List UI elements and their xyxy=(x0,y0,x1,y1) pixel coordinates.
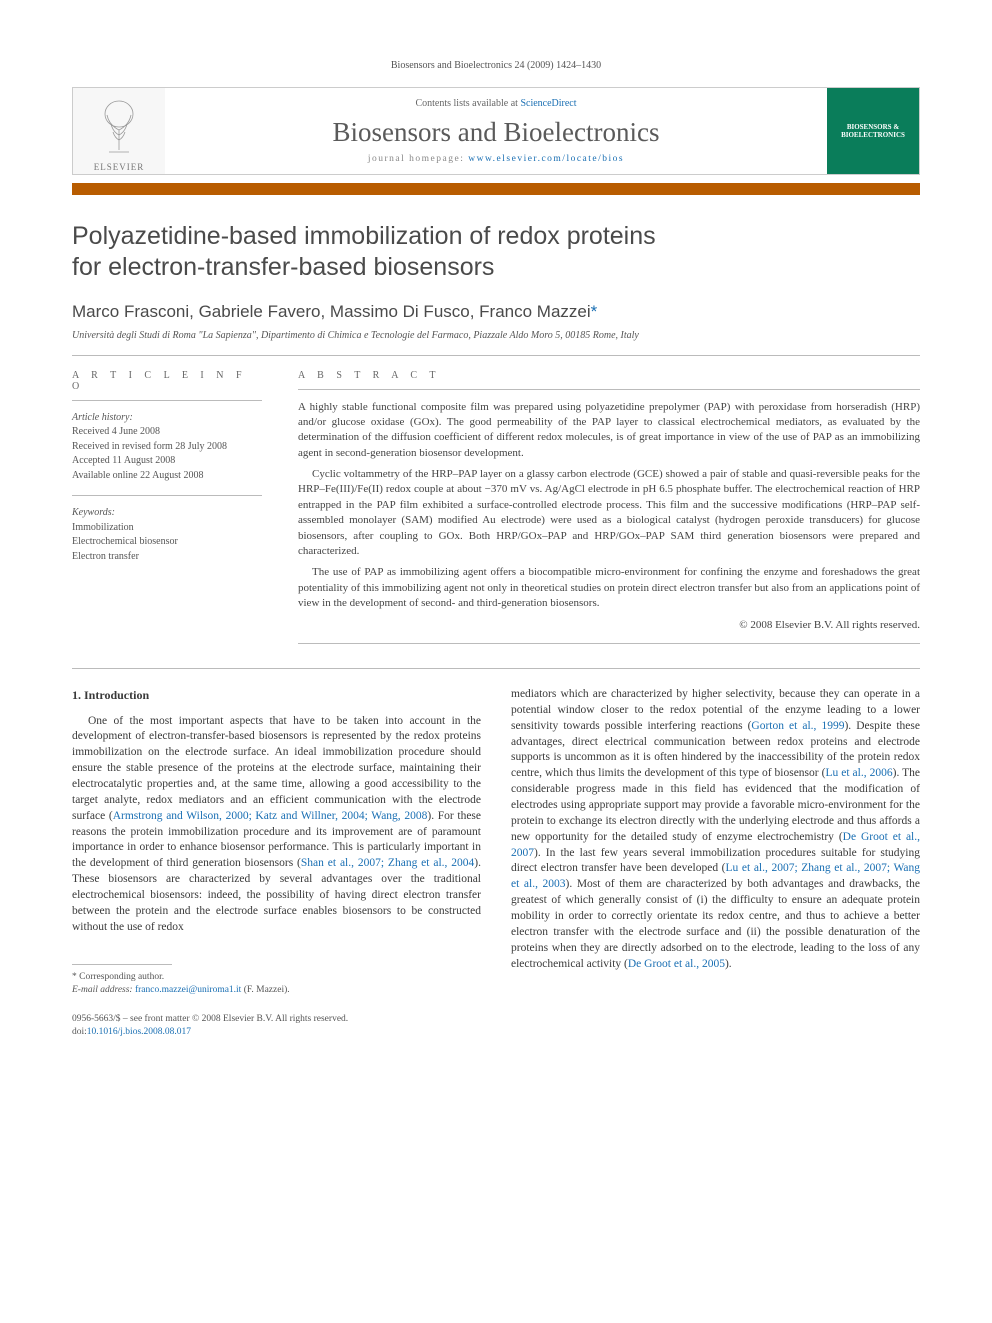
affiliation: Università degli Studi di Roma "La Sapie… xyxy=(72,330,920,341)
journal-masthead: ELSEVIER Contents lists available at Sci… xyxy=(72,87,920,175)
citation-gorton[interactable]: Gorton et al., 1999 xyxy=(751,720,844,732)
intro-right-f: ). xyxy=(725,958,732,970)
journal-homepage-line: journal homepage: www.elsevier.com/locat… xyxy=(185,154,807,164)
doi-prefix: doi: xyxy=(72,1027,87,1037)
article-meta-row: A R T I C L E I N F O Article history: R… xyxy=(72,370,920,654)
keyword-1: Immobilization xyxy=(72,522,134,533)
abstract-bottom-divider xyxy=(298,643,920,644)
journal-cover-thumb: BIOSENSORS & BIOELECTRONICS xyxy=(827,88,919,174)
elsevier-tree-icon xyxy=(89,90,149,162)
publisher-name: ELSEVIER xyxy=(94,162,145,172)
body-top-divider xyxy=(72,668,920,669)
abstract-heading: A B S T R A C T xyxy=(298,370,920,381)
contents-prefix: Contents lists available at xyxy=(415,98,520,109)
author-email-link[interactable]: franco.mazzei@uniroma1.it xyxy=(135,985,241,995)
issn-copyright: 0956-5663/$ – see front matter © 2008 El… xyxy=(72,1013,920,1026)
corresponding-author-note: * Corresponding author. xyxy=(72,971,481,984)
title-line-2: for electron-transfer-based biosensors xyxy=(72,253,494,281)
body-col-left: 1. Introduction One of the most importan… xyxy=(72,687,481,997)
running-header: Biosensors and Bioelectronics 24 (2009) … xyxy=(72,60,920,71)
abstract-p2: Cyclic voltammetry of the HRP–PAP layer … xyxy=(298,467,920,559)
author-names: Marco Frasconi, Gabriele Favero, Massimo… xyxy=(72,302,591,321)
abstract-copyright: © 2008 Elsevier B.V. All rights reserved… xyxy=(298,618,920,633)
abstract-p3: The use of PAP as immobilizing agent off… xyxy=(298,565,920,611)
footnotes: * Corresponding author. E-mail address: … xyxy=(72,971,481,998)
history-revised: Received in revised form 28 July 2008 xyxy=(72,441,227,452)
section-1-heading: 1. Introduction xyxy=(72,687,481,704)
corresponding-star-icon: * xyxy=(591,302,598,321)
doi-line: doi:10.1016/j.bios.2008.08.017 xyxy=(72,1026,920,1039)
keywords-label: Keywords: xyxy=(72,507,115,518)
sciencedirect-link[interactable]: ScienceDirect xyxy=(520,98,576,109)
keywords-divider xyxy=(72,495,262,496)
intro-left-para: One of the most important aspects that h… xyxy=(72,714,481,936)
email-label: E-mail address: xyxy=(72,985,135,995)
article-info-heading: A R T I C L E I N F O xyxy=(72,370,262,392)
history-accepted: Accepted 11 August 2008 xyxy=(72,455,175,466)
keyword-3: Electron transfer xyxy=(72,551,139,562)
doi-link[interactable]: 10.1016/j.bios.2008.08.017 xyxy=(87,1027,191,1037)
email-line: E-mail address: franco.mazzei@uniroma1.i… xyxy=(72,984,481,997)
accent-color-bar xyxy=(72,183,920,195)
intro-right-para: mediators which are characterized by hig… xyxy=(511,687,920,972)
email-tail: (F. Mazzei). xyxy=(241,985,289,995)
intro-text-a: One of the most important aspects that h… xyxy=(72,715,481,822)
keyword-2: Electrochemical biosensor xyxy=(72,536,178,547)
abstract-body: A highly stable functional composite fil… xyxy=(298,400,920,633)
citation-lu-2006[interactable]: Lu et al., 2006 xyxy=(825,767,892,779)
footnote-separator xyxy=(72,964,172,965)
homepage-prefix: journal homepage: xyxy=(368,154,468,164)
history-received: Received 4 June 2008 xyxy=(72,426,160,437)
abstract-p1: A highly stable functional composite fil… xyxy=(298,400,920,462)
citation-armstrong[interactable]: Armstrong and Wilson, 2000; Katz and Wil… xyxy=(113,810,428,822)
body-col-right: mediators which are characterized by hig… xyxy=(511,687,920,997)
keywords-block: Keywords: Immobilization Electrochemical… xyxy=(72,506,262,564)
info-divider xyxy=(72,400,262,401)
history-online: Available online 22 August 2008 xyxy=(72,470,203,481)
article-history: Article history: Received 4 June 2008 Re… xyxy=(72,411,262,484)
cover-title: BIOSENSORS & BIOELECTRONICS xyxy=(831,123,915,140)
publisher-logo: ELSEVIER xyxy=(73,88,165,174)
citation-degroot-2005[interactable]: De Groot et al., 2005 xyxy=(628,958,725,970)
abstract-col: A B S T R A C T A highly stable function… xyxy=(298,370,920,654)
contents-available-line: Contents lists available at ScienceDirec… xyxy=(185,98,807,109)
article-info-col: A R T I C L E I N F O Article history: R… xyxy=(72,370,262,654)
abstract-divider xyxy=(298,389,920,390)
citation-shan[interactable]: Shan et al., 2007; Zhang et al., 2004 xyxy=(301,857,474,869)
divider xyxy=(72,355,920,356)
title-line-1: Polyazetidine-based immobilization of re… xyxy=(72,222,656,250)
body-two-col: 1. Introduction One of the most importan… xyxy=(72,687,920,997)
author-list: Marco Frasconi, Gabriele Favero, Massimo… xyxy=(72,302,920,322)
masthead-center: Contents lists available at ScienceDirec… xyxy=(165,88,827,174)
front-matter-footer: 0956-5663/$ – see front matter © 2008 El… xyxy=(72,1013,920,1040)
article-title: Polyazetidine-based immobilization of re… xyxy=(72,221,920,284)
intro-right-e: ). Most of them are characterized by bot… xyxy=(511,878,920,969)
history-label: Article history: xyxy=(72,412,133,423)
journal-homepage-link[interactable]: www.elsevier.com/locate/bios xyxy=(468,154,624,164)
journal-name: Biosensors and Bioelectronics xyxy=(185,117,807,148)
